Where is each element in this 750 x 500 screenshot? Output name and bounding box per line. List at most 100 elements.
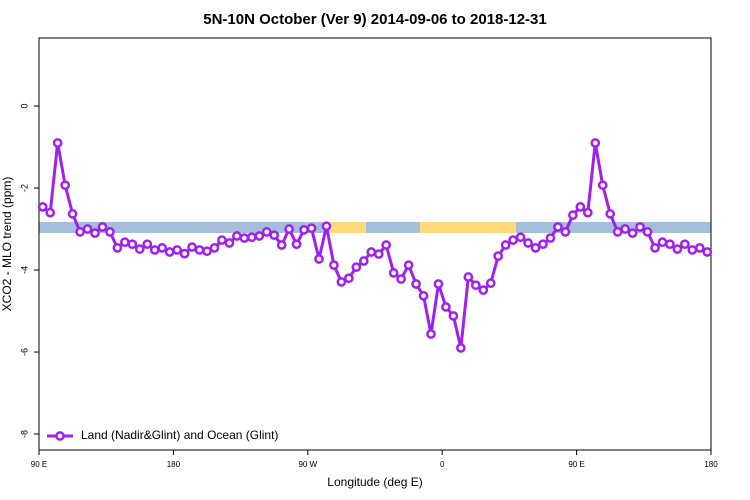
- y-tick-label: -4: [19, 266, 29, 274]
- y-tick-label: -8: [19, 430, 29, 438]
- point: [358, 256, 369, 266]
- point: [657, 237, 668, 248]
- point: [187, 242, 197, 252]
- point: [433, 279, 444, 289]
- x-tick-label: 90 W: [298, 460, 317, 469]
- point: [426, 329, 436, 339]
- point: [239, 233, 250, 243]
- y-tick-label: -6: [19, 348, 29, 356]
- point: [75, 227, 85, 237]
- x-tick-label: 180: [167, 460, 181, 469]
- legend-label: Land (Nadir&Glint) and Ocean (Glint): [81, 428, 278, 442]
- point: [164, 247, 175, 257]
- point: [52, 138, 63, 148]
- x-tick-label: 90 E: [568, 460, 584, 469]
- point: [373, 249, 384, 259]
- point: [680, 239, 690, 250]
- point: [388, 268, 399, 278]
- point: [642, 227, 653, 237]
- point: [635, 222, 645, 232]
- point: [418, 291, 429, 301]
- point: [336, 277, 347, 287]
- point: [120, 237, 130, 248]
- point: [597, 180, 608, 191]
- point: [568, 210, 578, 220]
- point: [687, 245, 698, 255]
- point: [485, 278, 496, 289]
- point: [650, 243, 660, 253]
- point: [90, 228, 100, 238]
- point: [396, 274, 406, 284]
- point: [60, 180, 70, 191]
- point: [261, 227, 272, 237]
- point: [157, 243, 168, 253]
- point: [134, 244, 145, 254]
- point: [306, 223, 317, 234]
- point: [590, 138, 601, 148]
- point: [276, 240, 287, 250]
- point: [470, 280, 481, 291]
- point: [179, 248, 190, 259]
- point: [381, 240, 392, 250]
- x-tick-label: 180: [704, 460, 718, 469]
- point: [37, 202, 48, 212]
- point: [217, 235, 227, 245]
- point: [299, 225, 309, 235]
- point: [411, 279, 421, 289]
- point: [246, 232, 257, 243]
- point: [269, 230, 280, 241]
- x-axis-label: Longitude (deg E): [327, 475, 422, 489]
- point: [694, 243, 705, 253]
- point: [224, 238, 235, 248]
- point: [202, 246, 212, 257]
- point: [627, 228, 638, 238]
- point: [105, 227, 115, 237]
- point: [329, 260, 339, 270]
- point: [448, 311, 459, 321]
- point: [515, 232, 526, 243]
- legend-marker: [55, 431, 65, 441]
- point: [366, 247, 377, 257]
- point: [232, 231, 242, 241]
- point: [209, 243, 220, 253]
- land-ocean-band: [39, 222, 711, 233]
- point: [441, 302, 451, 312]
- point: [612, 227, 623, 237]
- point: [194, 245, 205, 255]
- land-band: [420, 222, 516, 233]
- point: [553, 222, 563, 232]
- y-axis-label: XCO2 - MLO trend (ppm): [0, 177, 14, 312]
- point: [582, 207, 593, 218]
- point: [456, 343, 466, 353]
- plot-frame: [38, 37, 712, 451]
- point: [523, 238, 533, 248]
- point: [500, 240, 511, 250]
- y-tick-label: 0: [19, 104, 29, 109]
- point: [538, 239, 548, 250]
- point: [672, 244, 683, 254]
- point: [112, 243, 123, 253]
- point: [463, 272, 474, 282]
- point: [97, 222, 108, 232]
- point: [351, 262, 362, 273]
- point: [291, 239, 302, 250]
- point: [702, 247, 713, 257]
- point: [67, 209, 78, 219]
- point: [575, 202, 586, 212]
- land-band: [328, 222, 366, 233]
- point: [344, 273, 354, 284]
- point: [665, 239, 675, 250]
- point: [493, 251, 504, 261]
- point: [530, 243, 541, 253]
- chart-title: 5N-10N October (Ver 9) 2014-09-06 to 201…: [203, 11, 547, 28]
- point: [321, 221, 332, 232]
- point: [403, 260, 414, 270]
- point: [605, 209, 616, 219]
- point: [620, 224, 630, 234]
- x-tick-label: 0: [440, 460, 445, 469]
- point: [508, 235, 518, 245]
- point: [478, 285, 489, 295]
- point: [82, 224, 93, 234]
- y-tick-label: -2: [19, 184, 29, 192]
